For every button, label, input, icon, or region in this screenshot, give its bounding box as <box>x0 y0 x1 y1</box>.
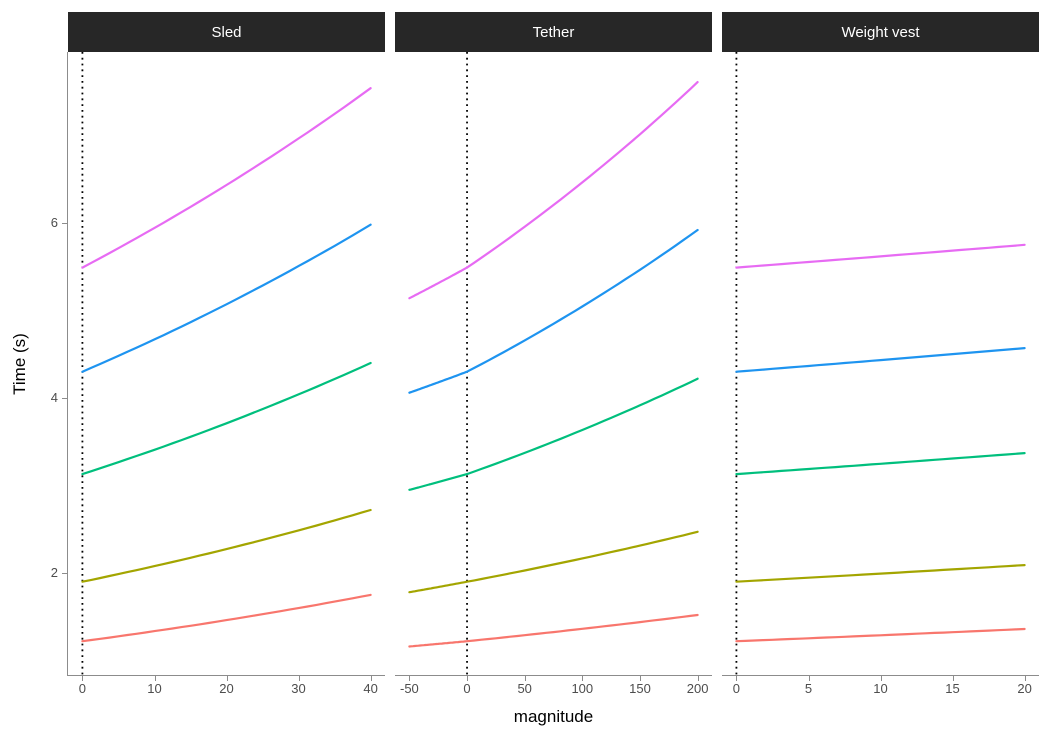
x-tick-label: 40 <box>363 681 378 696</box>
x-tick-label: -50 <box>399 681 419 696</box>
facet-panel <box>395 52 712 675</box>
x-tick <box>880 676 882 681</box>
series-line <box>735 452 1026 476</box>
x-tick <box>697 676 699 681</box>
series-line <box>408 81 699 300</box>
facet-strip: Sled <box>68 12 385 52</box>
series-line <box>408 377 699 491</box>
x-tick-label: 10 <box>873 681 888 696</box>
series-line <box>735 243 1026 269</box>
x-tick-label: 0 <box>732 681 740 696</box>
y-tick <box>62 573 67 574</box>
series-line <box>735 347 1026 373</box>
x-tick <box>736 676 738 681</box>
facet-panel <box>68 52 385 675</box>
x-tick <box>370 676 372 681</box>
x-tick-label: 10 <box>147 681 162 696</box>
x-tick <box>154 676 156 681</box>
series-line <box>81 508 372 583</box>
x-tick-label: 15 <box>945 681 960 696</box>
x-tick <box>952 676 954 681</box>
chart-svg <box>81 52 372 675</box>
y-tick-label: 2 <box>50 565 58 580</box>
x-tick <box>226 676 228 681</box>
series-line <box>408 613 699 648</box>
facet-strip-label: Weight vest <box>841 23 920 41</box>
facet-strip-label: Sled <box>211 23 242 41</box>
x-axis-title: magnitude <box>513 707 594 726</box>
series-line <box>81 223 372 373</box>
x-tick-label: 5 <box>804 681 813 696</box>
x-tick <box>467 676 468 681</box>
y-axis-line <box>67 52 68 676</box>
chart-svg <box>735 52 1026 675</box>
series-line <box>81 87 372 269</box>
x-tick-label: 20 <box>1017 681 1032 696</box>
facet-panel <box>722 52 1039 675</box>
x-tick <box>808 676 810 681</box>
series-line <box>408 530 699 594</box>
x-tick-label: 50 <box>517 681 532 696</box>
x-tick <box>409 676 411 681</box>
chart-svg <box>408 52 699 675</box>
y-tick-label: 4 <box>50 390 58 405</box>
x-tick-label: 20 <box>219 681 234 696</box>
x-tick-label: 200 <box>686 681 709 696</box>
series-line <box>735 564 1026 583</box>
x-axis-line <box>395 675 712 676</box>
x-tick <box>1024 676 1026 681</box>
facet-strip-label: Tether <box>532 23 575 41</box>
x-tick-label: 30 <box>291 681 306 696</box>
facet-strip: Weight vest <box>722 12 1039 52</box>
x-tick <box>298 676 300 681</box>
y-tick <box>62 223 67 224</box>
series-line <box>81 361 372 476</box>
series-line <box>81 593 372 643</box>
x-axis-line <box>68 675 385 676</box>
x-tick-label: 100 <box>571 681 594 696</box>
x-tick-label: 0 <box>463 681 471 696</box>
x-tick-label: 0 <box>78 681 86 696</box>
series-line <box>735 627 1026 643</box>
facet-strip: Tether <box>395 12 712 52</box>
y-tick <box>62 398 67 399</box>
y-axis-title: Time (s) <box>10 333 29 395</box>
x-tick <box>640 676 641 681</box>
x-axis-line <box>722 675 1039 676</box>
x-tick <box>582 676 584 681</box>
x-tick <box>82 676 84 681</box>
x-tick-label: 150 <box>629 681 651 696</box>
x-tick <box>524 676 526 681</box>
y-tick-label: 6 <box>50 215 58 230</box>
series-line <box>408 228 699 394</box>
